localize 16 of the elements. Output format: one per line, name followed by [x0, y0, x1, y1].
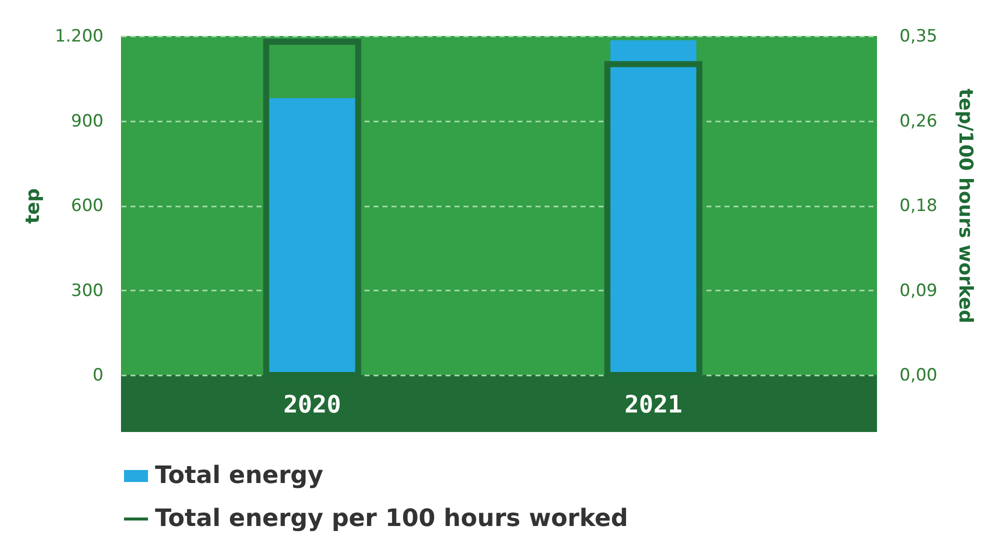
- y-tick-label: 300: [71, 280, 104, 301]
- y-axis-title: tep: [22, 188, 44, 224]
- y-tick-label: 600: [71, 196, 104, 216]
- x-tick-label: 2021: [624, 390, 682, 418]
- x-tick-label: 2020: [283, 390, 342, 418]
- y2-axis-title: tep/100 hours worked: [954, 88, 976, 324]
- y2-tick-label: 0,26: [900, 111, 938, 132]
- y-tick-label: 0: [92, 366, 104, 386]
- y2-tick-label: 0,00: [900, 366, 938, 386]
- y2-tick-label: 0,09: [900, 280, 938, 301]
- y2-tick-label: 0,18: [900, 196, 938, 216]
- legend-label: Total energy per 100 hours worked: [155, 504, 628, 532]
- y2-tick-label: 0,35: [900, 26, 938, 46]
- y-tick-label: 1.200: [54, 26, 104, 46]
- legend-label: Total energy: [155, 461, 324, 489]
- y-tick-label: 900: [71, 111, 104, 132]
